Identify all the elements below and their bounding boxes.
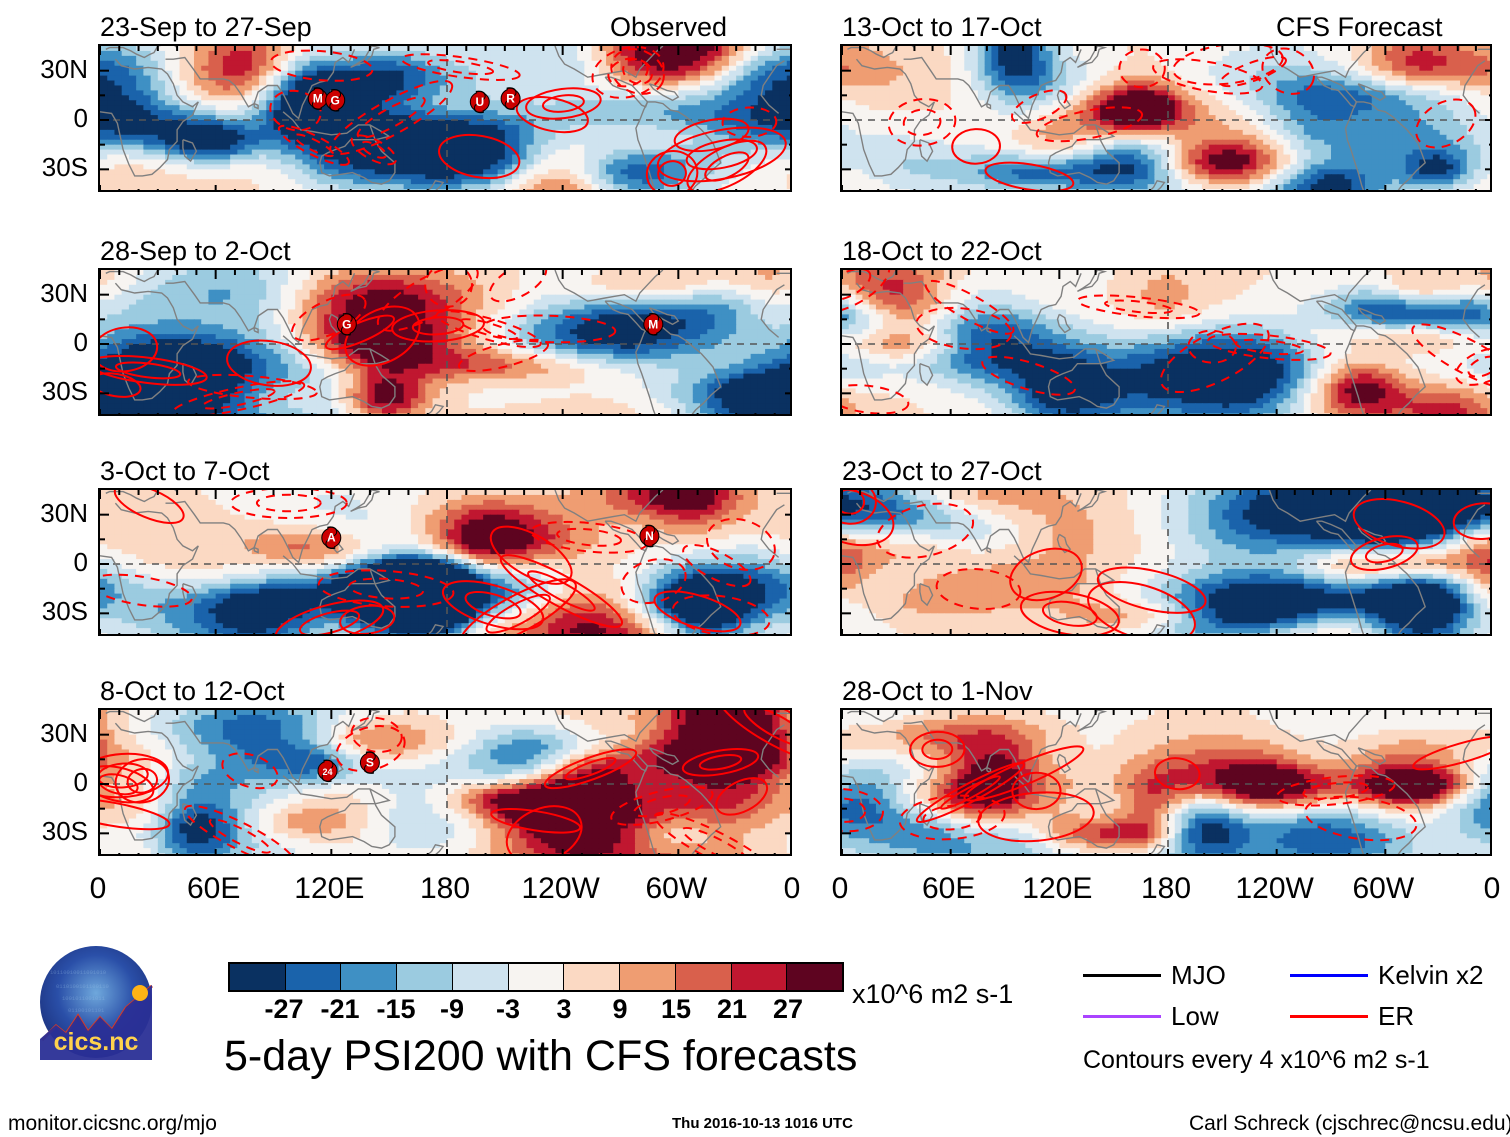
y-axis-label-row2-0: 0 bbox=[2, 329, 88, 355]
legend-label-kelvin: Kelvin x2 bbox=[1378, 962, 1484, 988]
panel-title-p7: 23-Oct to 27-Oct bbox=[842, 458, 1042, 485]
x-axis-label-right-180: 180 bbox=[1116, 874, 1216, 904]
legend-line-kelvin bbox=[1290, 973, 1368, 977]
y-axis-label-row4-0: 0 bbox=[2, 769, 88, 795]
panel-title-p5: 13-Oct to 17-Oct bbox=[842, 14, 1042, 41]
x-axis-label-right-0: 0 bbox=[790, 874, 890, 904]
x-axis-label-right-120E: 120E bbox=[1007, 874, 1107, 904]
y-axis-label-row1-0: 0 bbox=[2, 105, 88, 131]
svg-text:M: M bbox=[313, 92, 323, 106]
figure-title: 5-day PSI200 with CFS forecasts bbox=[224, 1035, 857, 1078]
panel-title-p6: 18-Oct to 22-Oct bbox=[842, 238, 1042, 265]
legend-label-er: ER bbox=[1378, 1003, 1414, 1029]
colorbar-swatch-4 bbox=[452, 964, 509, 990]
column-header-observed: Observed bbox=[610, 14, 727, 41]
x-axis-label-right-60W: 60W bbox=[1333, 874, 1433, 904]
colorbar-tick-3: 3 bbox=[519, 996, 609, 1023]
legend-line-low bbox=[1083, 1014, 1161, 1018]
colorbar-swatch-7 bbox=[620, 964, 676, 990]
x-axis-label-left-120E: 120E bbox=[279, 874, 379, 904]
y-axis-label-row4-30N: 30N bbox=[2, 720, 88, 746]
panel-title-p1: 23-Sep to 27-Sep bbox=[100, 14, 312, 41]
x-axis-label-left-60E: 60E bbox=[164, 874, 264, 904]
x-axis-label-left-0: 0 bbox=[742, 874, 842, 904]
panel-map-p6[interactable] bbox=[840, 268, 1492, 416]
colorbar-swatch-0 bbox=[230, 964, 286, 990]
legend-entry-er: ER bbox=[1290, 1003, 1414, 1029]
panel-title-p8: 28-Oct to 1-Nov bbox=[842, 678, 1033, 705]
y-axis-label-row2-30S: 30S bbox=[2, 378, 88, 404]
x-axis-label-right-120W: 120W bbox=[1225, 874, 1325, 904]
colorbar-tick-21: 21 bbox=[687, 996, 777, 1023]
legend-line-mjo bbox=[1083, 973, 1161, 977]
x-axis-label-right-0: 0 bbox=[1442, 874, 1510, 904]
panel-map-p3[interactable]: A N bbox=[98, 488, 792, 636]
colorbar-tick--27: -27 bbox=[239, 996, 329, 1023]
y-axis-label-row1-30N: 30N bbox=[2, 56, 88, 82]
colorbar-tick--15: -15 bbox=[351, 996, 441, 1023]
x-axis-label-left-0: 0 bbox=[48, 874, 148, 904]
y-axis-label-row3-30N: 30N bbox=[2, 500, 88, 526]
footer-site[interactable]: monitor.cicsnc.org/mjo bbox=[8, 1113, 217, 1134]
panel-title-p3: 3-Oct to 7-Oct bbox=[100, 458, 270, 485]
footer-timestamp: Thu 2016-10-13 1016 UTC bbox=[672, 1116, 853, 1131]
colorbar-tick-labels: -27 -21 -15 -9 -3 3 9 15 21 27 bbox=[228, 996, 844, 1026]
svg-text:G: G bbox=[331, 93, 340, 107]
panel-map-p4[interactable]: 24 S bbox=[98, 708, 792, 856]
panel-map-p1[interactable]: M G U R bbox=[98, 44, 792, 192]
panel-map-p5[interactable] bbox=[840, 44, 1492, 192]
panel-map-p7[interactable] bbox=[840, 488, 1492, 636]
colorbar-swatches bbox=[228, 962, 844, 992]
column-header-forecast: CFS Forecast bbox=[1276, 14, 1443, 41]
footer-author: Carl Schreck (cjschrec@ncsu.edu) bbox=[1189, 1113, 1510, 1134]
colorbar-tick--9: -9 bbox=[407, 996, 497, 1023]
legend-label-low: Low bbox=[1171, 1003, 1219, 1029]
colorbar-tick-27: 27 bbox=[743, 996, 833, 1023]
colorbar-swatch-9 bbox=[731, 964, 788, 990]
colorbar-swatch-5 bbox=[508, 964, 565, 990]
contour-interval-note: Contours every 4 x10^6 m2 s-1 bbox=[1083, 1048, 1430, 1073]
panel-title-p2: 28-Sep to 2-Oct bbox=[100, 238, 291, 265]
panel-map-p2[interactable]: G M bbox=[98, 268, 792, 416]
colorbar-swatch-8 bbox=[675, 964, 732, 990]
y-axis-label-row4-30S: 30S bbox=[2, 818, 88, 844]
x-axis-label-left-60W: 60W bbox=[626, 874, 726, 904]
colorbar-swatch-2 bbox=[341, 964, 398, 990]
y-axis-label-row3-0: 0 bbox=[2, 549, 88, 575]
cics-nc-logo: 10110010011001010 0110100101100110 10010… bbox=[16, 934, 176, 1060]
x-axis-label-right-60E: 60E bbox=[899, 874, 999, 904]
legend-line-er bbox=[1290, 1014, 1368, 1018]
legend-entry-mjo: MJO bbox=[1083, 962, 1226, 988]
colorbar-swatch-6 bbox=[564, 964, 621, 990]
colorbar-tick-9: 9 bbox=[575, 996, 665, 1023]
x-axis-label-left-180: 180 bbox=[395, 874, 495, 904]
colorbar-swatch-3 bbox=[397, 964, 453, 990]
colorbar-swatch-10 bbox=[787, 964, 843, 990]
colorbar: -27 -21 -15 -9 -3 3 9 15 21 27 bbox=[228, 962, 844, 1032]
legend-entry-low: Low bbox=[1083, 1003, 1219, 1029]
legend-entry-kelvin: Kelvin x2 bbox=[1290, 962, 1484, 988]
y-axis-label-row1-30S: 30S bbox=[2, 154, 88, 180]
y-axis-label-row3-30S: 30S bbox=[2, 598, 88, 624]
colorbar-tick--21: -21 bbox=[295, 996, 385, 1023]
x-axis-label-left-120W: 120W bbox=[511, 874, 611, 904]
colorbar-swatch-1 bbox=[285, 964, 342, 990]
colorbar-tick--3: -3 bbox=[463, 996, 553, 1023]
svg-text:U: U bbox=[475, 95, 484, 109]
svg-text:R: R bbox=[506, 92, 515, 106]
panel-title-p4: 8-Oct to 12-Oct bbox=[100, 678, 285, 705]
panel-map-p8[interactable] bbox=[840, 708, 1492, 856]
y-axis-label-row2-30N: 30N bbox=[2, 280, 88, 306]
colorbar-units: x10^6 m2 s-1 bbox=[852, 981, 1013, 1008]
legend-label-mjo: MJO bbox=[1171, 962, 1226, 988]
colorbar-tick-15: 15 bbox=[631, 996, 721, 1023]
